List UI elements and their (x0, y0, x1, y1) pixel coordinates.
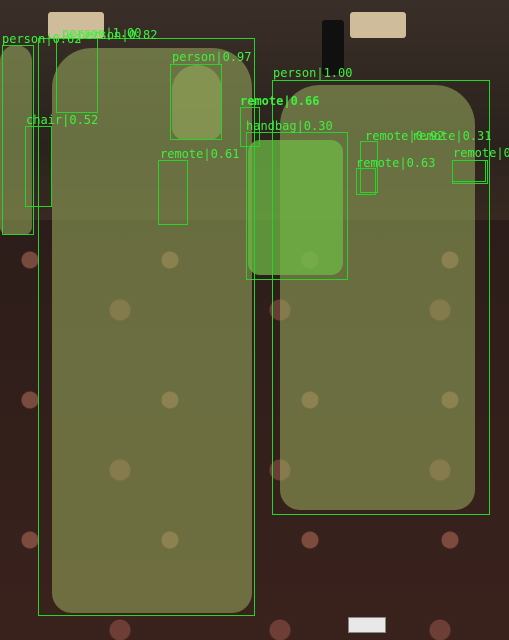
detection-box (56, 38, 98, 113)
detection-box (240, 107, 260, 147)
person-mask-edge (0, 45, 32, 235)
detection-label: person|1.00 (273, 66, 353, 80)
detection-label: person|0.82 (78, 28, 158, 42)
detection-label: remote|0.61 (160, 147, 240, 161)
detection-box (2, 45, 34, 235)
speaker (322, 20, 344, 75)
wall-lamp-right (350, 12, 406, 38)
detection-box (25, 126, 52, 207)
detection-label: person|0.97 (172, 50, 252, 64)
detection-box (356, 168, 376, 195)
detection-box (170, 64, 222, 140)
detection-label: chair|0.52 (26, 113, 99, 127)
detection-box (360, 141, 378, 193)
detection-label: person|0.62 (2, 32, 82, 46)
wall-lamp-left (48, 12, 104, 38)
detection-label: remote|0.63 (356, 156, 436, 170)
detection-box (158, 160, 188, 225)
handbag-mask (248, 140, 343, 275)
person-mask-left (52, 48, 252, 613)
detection-label: remote|0.92 (365, 129, 445, 143)
detection-label: handbag|0.30 (246, 119, 333, 133)
detection-label: person|1.00 (62, 26, 142, 40)
detection-box (272, 80, 490, 515)
person-mask-background (172, 65, 222, 140)
detection-label: remote|0.31 (412, 129, 492, 143)
detection-label: remote|0.61 (453, 146, 509, 160)
detection-box (452, 160, 486, 182)
detection-box (246, 132, 348, 280)
detection-label: remote|0.66 (240, 94, 320, 108)
floor-sign (348, 617, 386, 633)
detection-box (38, 38, 255, 616)
